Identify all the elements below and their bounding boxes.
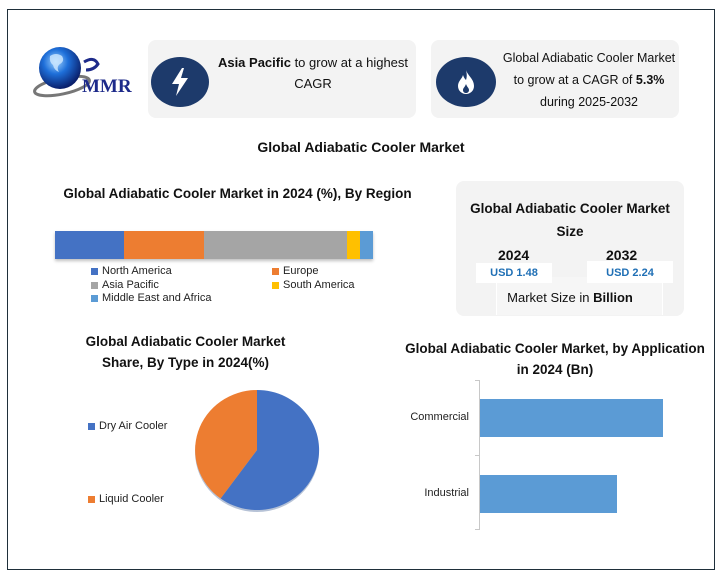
value-2032: USD 2.24 bbox=[587, 261, 673, 283]
pie-slice-liquid-cooler bbox=[195, 390, 257, 499]
axis-tick bbox=[475, 529, 479, 530]
globe-icon: MMR bbox=[33, 47, 132, 98]
year-2024: 2024 bbox=[498, 247, 530, 263]
legend-swatch bbox=[91, 267, 98, 275]
y-axis-line bbox=[479, 380, 480, 530]
category-label-industrial: Industrial bbox=[424, 487, 469, 499]
mmr-logo: MMR bbox=[32, 44, 134, 104]
flame-icon bbox=[436, 57, 496, 107]
bar-segment-asia-pacific bbox=[204, 231, 347, 259]
legend-item: Europe bbox=[272, 265, 318, 277]
year-2032: 2032 bbox=[606, 247, 638, 263]
region-stacked-bar bbox=[55, 231, 373, 259]
market-size-title: Global Adiabatic Cooler Market Size bbox=[470, 201, 670, 239]
type-pie-chart bbox=[193, 388, 321, 512]
legend-swatch bbox=[91, 281, 98, 289]
legend-swatch bbox=[88, 495, 95, 503]
legend-item: South America bbox=[272, 279, 355, 291]
market-size-unit: Market Size in Billion bbox=[507, 290, 633, 305]
legend-item: Asia Pacific bbox=[91, 279, 159, 291]
bar-commercial bbox=[480, 399, 663, 437]
highlight-text: Global Adiabatic Cooler Market to grow a… bbox=[502, 51, 676, 109]
legend-item: Liquid Cooler bbox=[88, 493, 164, 505]
highlight-card-cagr: Global Adiabatic Cooler Market to grow a… bbox=[431, 40, 679, 118]
legend-swatch bbox=[91, 294, 98, 302]
svg-text:MMR: MMR bbox=[82, 76, 132, 97]
page-title: Global Adiabatic Cooler Market bbox=[257, 139, 465, 155]
legend-swatch bbox=[272, 281, 279, 289]
bar-segment-south-america bbox=[346, 231, 360, 259]
pie-slice-dry-air-cooler bbox=[220, 389, 320, 510]
legend-swatch bbox=[272, 267, 279, 275]
legend-item: North America bbox=[91, 265, 172, 277]
highlight-text: Asia Pacific to grow at a highest CAGR bbox=[217, 55, 409, 91]
type-chart-title: Global Adiabatic Cooler Market Share, By… bbox=[85, 334, 286, 370]
highlight-card-asia-pacific: Asia Pacific to grow at a highest CAGR bbox=[148, 40, 416, 118]
application-chart-title: Global Adiabatic Cooler Market, by Appli… bbox=[405, 341, 705, 377]
unit-box bbox=[496, 277, 663, 315]
value-2024: USD 1.48 bbox=[476, 263, 552, 283]
region-chart-title: Global Adiabatic Cooler Market in 2024 (… bbox=[63, 186, 412, 201]
lightning-icon bbox=[151, 57, 209, 107]
axis-tick bbox=[475, 380, 479, 381]
market-size-card: Global Adiabatic Cooler Market Size 2024… bbox=[456, 181, 684, 316]
bar-segment-middle-east-africa bbox=[359, 231, 373, 259]
legend-item: Middle East and Africa bbox=[91, 292, 211, 304]
category-label-commercial: Commercial bbox=[410, 411, 469, 423]
legend-item: Dry Air Cooler bbox=[88, 420, 167, 432]
legend-swatch bbox=[88, 422, 95, 430]
bar-industrial bbox=[480, 475, 617, 513]
axis-tick bbox=[475, 455, 479, 456]
bar-segment-europe bbox=[124, 231, 205, 259]
bar-segment-north-america bbox=[55, 231, 125, 259]
